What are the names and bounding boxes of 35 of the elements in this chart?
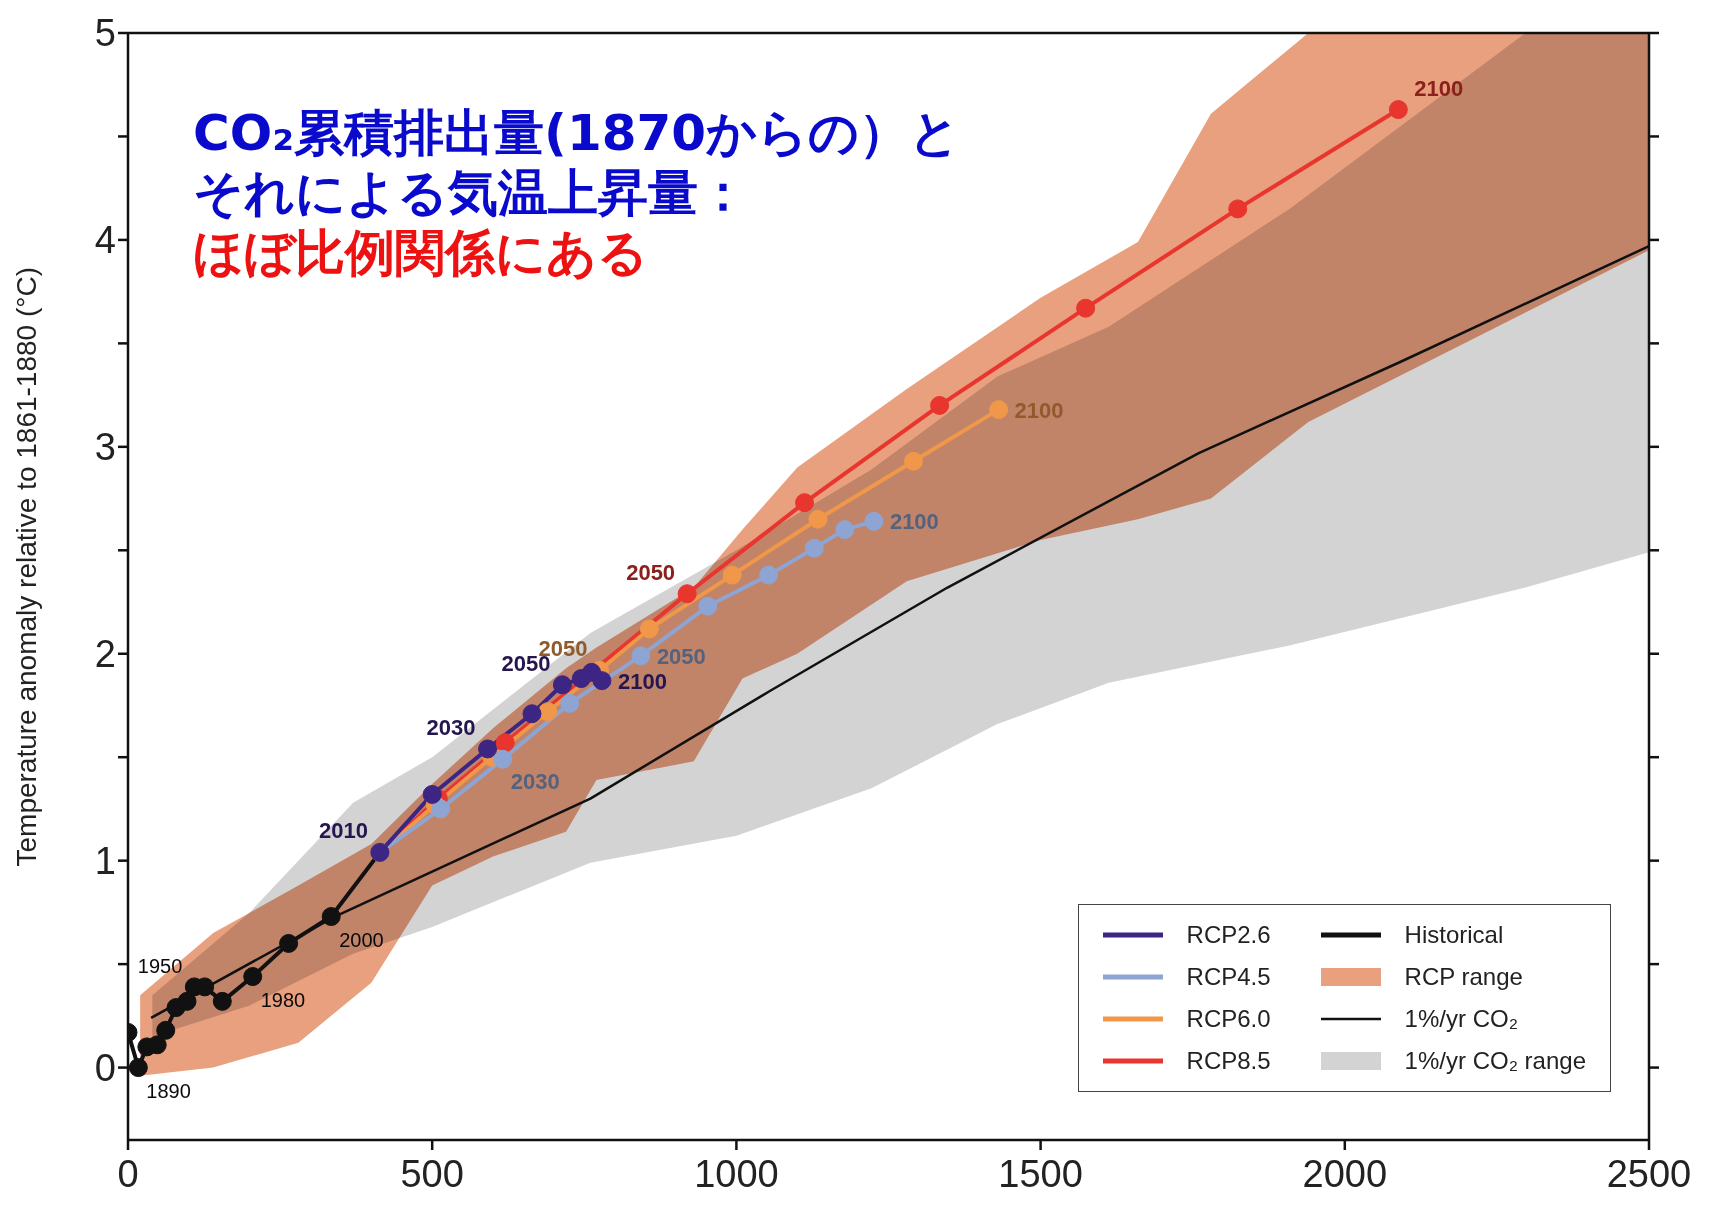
annotation: 2050 [656, 643, 706, 669]
legend-label: Historical [1404, 921, 1504, 949]
legend-label: RCP8.5 [1186, 1047, 1271, 1075]
x-tick-label: 2000 [1302, 1152, 1388, 1195]
annotation: 2050 [626, 559, 676, 585]
text: ほぼ比例関係にある [193, 223, 649, 283]
annotation: 2000 [339, 928, 384, 951]
annotation: 1890 [146, 1079, 191, 1102]
legend-label: 1%/yr CO₂ range [1404, 1047, 1586, 1075]
annotation: 2100 [1014, 397, 1064, 423]
y-tick-label: 4 [94, 219, 116, 262]
annotation: 2100 [617, 668, 667, 694]
x-tick-label: 2500 [1606, 1152, 1692, 1195]
annotation: 2010 [318, 818, 368, 844]
annotation: 1980 [260, 988, 306, 1011]
annotation: 1950 [137, 954, 183, 977]
x-tick-label: 500 [400, 1152, 464, 1195]
y-tick-label: 1 [94, 840, 116, 883]
text: CO₂累積排出量(1870からの）とそれによる気温上昇量： [193, 103, 962, 223]
legend-label: RCP range [1404, 963, 1523, 991]
x-tick-label: 1500 [998, 1152, 1083, 1195]
annotation: 2030 [510, 769, 560, 795]
y-axis-title: Temperature anomaly relative to 1861-1880 (°C) [10, 267, 42, 867]
annotation: 2100 [889, 509, 939, 535]
legend-label: RCP4.5 [1186, 963, 1271, 991]
x-tick-label: 1000 [694, 1152, 779, 1195]
annotation: 2100 [1414, 75, 1464, 101]
annotation: 2030 [426, 714, 476, 740]
y-tick-label: 2 [94, 633, 116, 676]
y-tick-label: 3 [94, 426, 116, 469]
y-tick-label: 0 [94, 1047, 116, 1090]
legend-label: 1%/yr CO₂ [1404, 1005, 1518, 1033]
legend-label: RCP2.6 [1186, 921, 1271, 949]
y-tick-label: 5 [94, 12, 116, 55]
legend-label: RCP6.0 [1186, 1005, 1271, 1033]
